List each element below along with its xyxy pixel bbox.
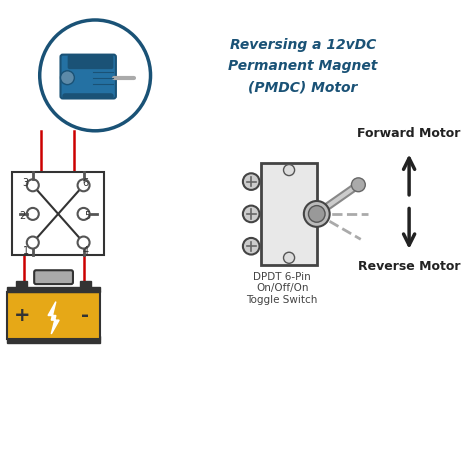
- Text: DPDT 6-Pin
On/Off/On
Toggle Switch: DPDT 6-Pin On/Off/On Toggle Switch: [246, 272, 318, 305]
- Circle shape: [283, 252, 295, 264]
- Text: 2: 2: [19, 211, 26, 221]
- Circle shape: [243, 206, 259, 222]
- Circle shape: [351, 178, 365, 191]
- Text: 1: 1: [23, 246, 29, 256]
- Circle shape: [243, 238, 259, 255]
- FancyBboxPatch shape: [68, 55, 113, 68]
- FancyBboxPatch shape: [34, 270, 73, 284]
- Polygon shape: [48, 301, 59, 334]
- Text: Reverse Motor: Reverse Motor: [358, 260, 460, 273]
- Circle shape: [304, 201, 330, 227]
- Circle shape: [27, 237, 39, 248]
- Circle shape: [78, 237, 90, 248]
- FancyBboxPatch shape: [12, 173, 104, 255]
- Circle shape: [78, 208, 90, 220]
- Circle shape: [27, 208, 39, 220]
- FancyBboxPatch shape: [61, 55, 116, 99]
- Text: 3: 3: [23, 178, 29, 188]
- FancyBboxPatch shape: [8, 292, 100, 338]
- Text: -: -: [81, 306, 89, 325]
- FancyBboxPatch shape: [8, 287, 100, 292]
- Text: +: +: [14, 306, 30, 325]
- FancyBboxPatch shape: [261, 163, 317, 264]
- Text: 6: 6: [83, 178, 89, 188]
- Text: 5: 5: [84, 211, 91, 221]
- Text: 4: 4: [83, 246, 89, 256]
- Text: Forward Motor: Forward Motor: [357, 127, 461, 140]
- FancyBboxPatch shape: [8, 336, 100, 343]
- FancyBboxPatch shape: [80, 282, 91, 287]
- FancyBboxPatch shape: [16, 282, 27, 287]
- Circle shape: [309, 206, 325, 222]
- Circle shape: [243, 173, 259, 190]
- Text: (PMDC) Motor: (PMDC) Motor: [248, 80, 357, 94]
- Circle shape: [61, 71, 74, 85]
- Circle shape: [78, 179, 90, 191]
- Text: Reversing a 12vDC: Reversing a 12vDC: [230, 38, 376, 53]
- Circle shape: [27, 179, 39, 191]
- Circle shape: [283, 164, 295, 175]
- Text: Permanent Magnet: Permanent Magnet: [228, 59, 378, 73]
